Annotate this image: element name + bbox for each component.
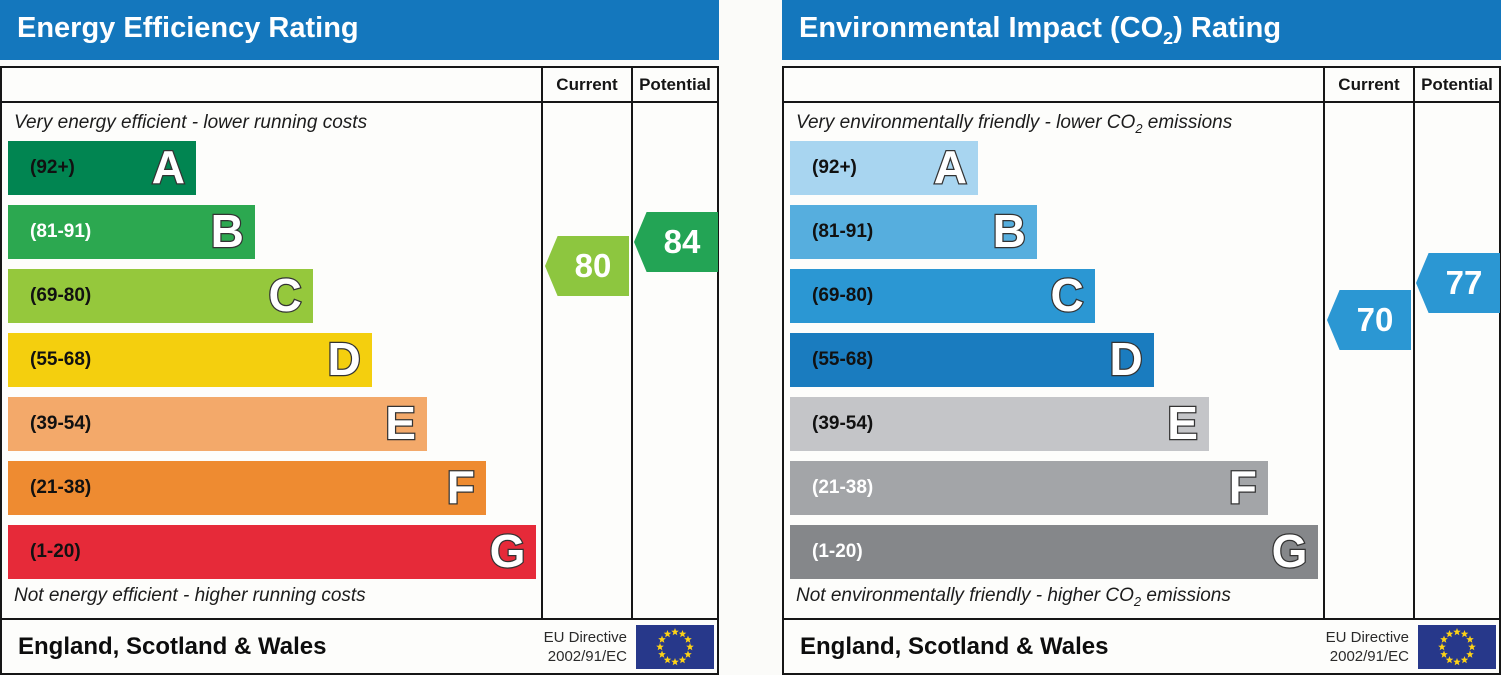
bottom-caption: Not energy efficient - higher running co… bbox=[14, 585, 366, 607]
current-rating-arrow: 80 bbox=[545, 236, 629, 296]
band-letter: C bbox=[1049, 268, 1085, 323]
table-body: Very energy efficient - lower running co… bbox=[2, 103, 718, 618]
potential-column-header: Potential bbox=[631, 68, 717, 101]
rating-bands: (92+) A (81-91) B (69-80) C (55-68) D (39-54… bbox=[8, 140, 539, 589]
co2-chart-title: Environmental Impact (CO2) Rating bbox=[782, 0, 1501, 60]
eu-directive-label: EU Directive 2002/91/EC bbox=[543, 628, 627, 665]
chart-footer: England, Scotland & Wales EU Directive 2… bbox=[0, 618, 719, 675]
bottom-caption: Not environmentally friendly - higher CO… bbox=[796, 585, 1231, 609]
current-rating-column: 80 bbox=[541, 103, 631, 618]
band-range-label: (81-91) bbox=[812, 221, 874, 242]
chart-footer: England, Scotland & Wales EU Directive 2… bbox=[782, 618, 1501, 675]
band-range-label: (92+) bbox=[812, 157, 857, 178]
energy-efficiency-chart: Energy Efficiency Rating Current Potenti… bbox=[0, 0, 719, 675]
band-letter: F bbox=[1228, 460, 1259, 515]
potential-column-header: Potential bbox=[1413, 68, 1499, 101]
band-range-label: (21-38) bbox=[30, 477, 92, 498]
band-range-label: (55-68) bbox=[812, 349, 874, 370]
band-c: (69-80) C bbox=[8, 268, 313, 323]
current-rating-value: 80 bbox=[574, 247, 612, 284]
region-label: England, Scotland & Wales bbox=[800, 632, 1109, 660]
header-spacer bbox=[2, 68, 541, 101]
band-letter: D bbox=[326, 332, 362, 387]
table-body: Very environmentally friendly - lower CO… bbox=[784, 103, 1500, 618]
band-range-label: (69-80) bbox=[30, 285, 92, 306]
band-letter: E bbox=[384, 396, 417, 451]
current-rating-value: 70 bbox=[1356, 301, 1394, 338]
band-area: Very environmentally friendly - lower CO… bbox=[784, 103, 1323, 618]
potential-rating-column: 84 bbox=[631, 103, 718, 618]
header-spacer bbox=[784, 68, 1323, 101]
region-label: England, Scotland & Wales bbox=[18, 632, 327, 660]
potential-rating-arrow: 84 bbox=[634, 212, 718, 272]
energy-chart-title: Energy Efficiency Rating bbox=[0, 0, 719, 60]
current-column-header: Current bbox=[1323, 68, 1413, 101]
current-column-header: Current bbox=[541, 68, 631, 101]
current-rating-arrow: 70 bbox=[1327, 290, 1411, 350]
table-header: Current Potential bbox=[2, 68, 717, 103]
title-text: Energy Efficiency Rating bbox=[17, 11, 359, 44]
band-letter: C bbox=[267, 268, 303, 323]
band-f: (21-38) F bbox=[790, 460, 1268, 515]
top-caption: Very energy efficient - lower running co… bbox=[14, 112, 368, 133]
band-range-label: (55-68) bbox=[30, 349, 92, 370]
band-b: (81-91) B bbox=[8, 204, 255, 259]
band-g: (1-20) G bbox=[790, 524, 1319, 579]
eu-flag-icon bbox=[1418, 624, 1496, 669]
band-letter: B bbox=[209, 204, 245, 259]
band-f: (21-38) F bbox=[8, 460, 486, 515]
band-letter: B bbox=[991, 204, 1027, 259]
band-range-label: (1-20) bbox=[812, 541, 863, 562]
band-area: Very energy efficient - lower running co… bbox=[2, 103, 541, 618]
potential-rating-value: 84 bbox=[663, 223, 701, 260]
eu-flag-icon bbox=[636, 624, 714, 669]
band-range-label: (1-20) bbox=[30, 541, 81, 562]
potential-rating-arrow: 77 bbox=[1416, 253, 1500, 313]
band-c: (69-80) C bbox=[790, 268, 1095, 323]
band-range-label: (39-54) bbox=[30, 413, 92, 434]
band-e: (39-54) E bbox=[8, 396, 427, 451]
title-text: Environmental Impact (CO2) Rating bbox=[799, 11, 1282, 48]
band-letter: A bbox=[150, 140, 186, 195]
band-a: (92+) A bbox=[790, 140, 978, 195]
band-letter: F bbox=[446, 460, 477, 515]
band-b: (81-91) B bbox=[790, 204, 1037, 259]
band-letter: D bbox=[1108, 332, 1144, 387]
band-letter: G bbox=[1270, 524, 1308, 579]
band-letter: E bbox=[1166, 396, 1199, 451]
table-header: Current Potential bbox=[784, 68, 1499, 103]
band-d: (55-68) D bbox=[790, 332, 1154, 387]
band-range-label: (21-38) bbox=[812, 477, 874, 498]
band-letter: A bbox=[932, 140, 968, 195]
potential-rating-column: 77 bbox=[1413, 103, 1500, 618]
environmental-impact-chart: Environmental Impact (CO2) Rating Curren… bbox=[782, 0, 1501, 675]
band-range-label: (92+) bbox=[30, 157, 75, 178]
band-range-label: (81-91) bbox=[30, 221, 92, 242]
band-g: (1-20) G bbox=[8, 524, 537, 579]
band-letter: G bbox=[488, 524, 526, 579]
potential-rating-value: 77 bbox=[1445, 264, 1483, 301]
band-range-label: (69-80) bbox=[812, 285, 874, 306]
current-rating-column: 70 bbox=[1323, 103, 1413, 618]
rating-bands: (92+) A (81-91) B (69-80) C (55-68) D (39-54… bbox=[790, 140, 1321, 589]
top-caption: Very environmentally friendly - lower CO… bbox=[796, 112, 1233, 136]
eu-directive-label: EU Directive 2002/91/EC bbox=[1325, 628, 1409, 665]
energy-rating-table: Current Potential Very energy efficient … bbox=[0, 66, 719, 620]
co2-rating-table: Current Potential Very environmentally f… bbox=[782, 66, 1501, 620]
band-e: (39-54) E bbox=[790, 396, 1209, 451]
band-range-label: (39-54) bbox=[812, 413, 874, 434]
band-d: (55-68) D bbox=[8, 332, 372, 387]
band-a: (92+) A bbox=[8, 140, 196, 195]
